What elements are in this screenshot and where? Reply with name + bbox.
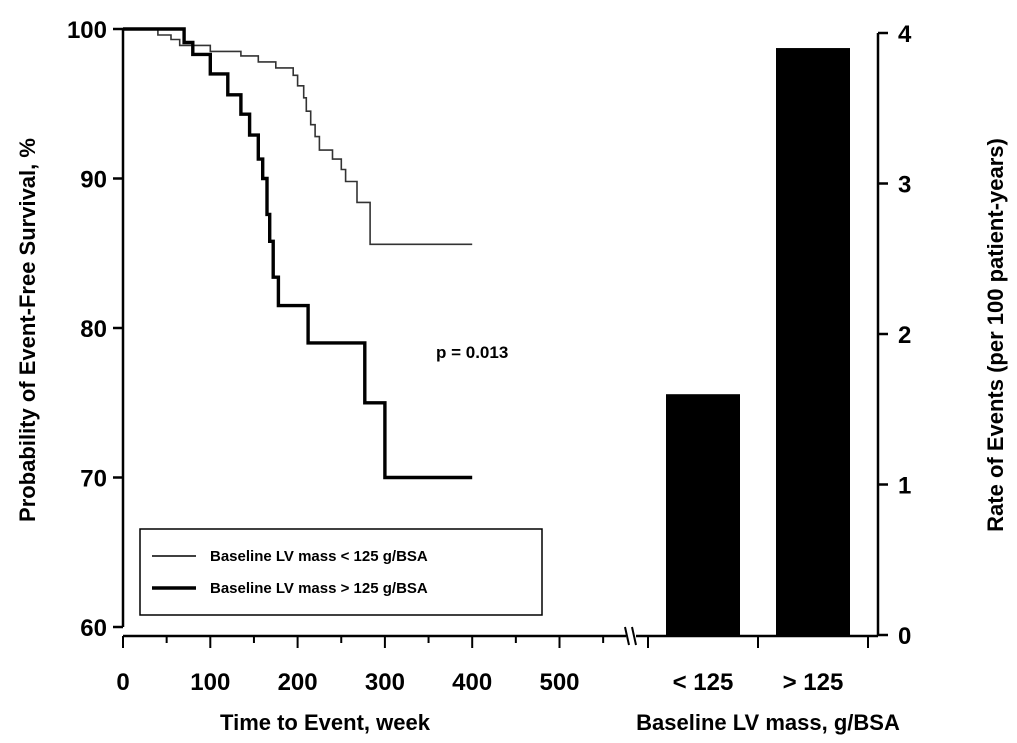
survival-curve-low-mass (123, 28, 473, 246)
right-x-tick-label: > 125 (783, 669, 844, 696)
legend-label: Baseline LV mass > 125 g/BSA (210, 580, 428, 597)
right-x-tick-label: < 125 (673, 669, 734, 696)
left-y-tick-label: 80 (80, 316, 107, 343)
right-y-tick-label: 2 (898, 322, 911, 349)
x-axis-break (624, 626, 637, 646)
left-y-tick-label: 100 (67, 17, 107, 44)
right-y-tick-label: 4 (898, 21, 912, 48)
survival-plot: 60 70 80 90 100 0 100 200 300 400 500 (67, 17, 637, 696)
bar-low-mass (666, 394, 740, 635)
left-y-tick-label: 60 (80, 615, 107, 642)
y-axis-title-survival: Probability of Event-Free Survival, % (15, 138, 40, 522)
bar-high-mass (776, 48, 850, 636)
x-axis-break-mark (631, 626, 637, 646)
left-y-tick-label: 70 (80, 466, 107, 493)
x-axis-break-mark (624, 626, 630, 646)
y-axis-title-event-rate: Rate of Events (per 100 patient-years) (983, 138, 1008, 532)
legend: Baseline LV mass < 125 g/BSA Baseline LV … (139, 528, 543, 616)
x-axis-title-time: Time to Event, week (220, 710, 431, 735)
left-y-tick-label: 90 (80, 167, 107, 194)
legend-box (139, 528, 543, 616)
legend-label: Baseline LV mass < 125 g/BSA (210, 548, 428, 565)
x-axis-title-lv-mass: Baseline LV mass, g/BSA (636, 710, 900, 735)
right-y-tick-label: 1 (898, 473, 911, 500)
right-y-tick-label: 0 (898, 623, 911, 650)
left-x-tick-label: 0 (116, 669, 129, 696)
right-y-tick-label: 3 (898, 172, 911, 199)
left-x-tick-label: 500 (539, 669, 579, 696)
survival-curve-high-mass (123, 27, 473, 480)
event-rate-plot: 0 1 2 3 4 < 125 > 125 (636, 21, 912, 696)
left-x-tick-label: 300 (365, 669, 405, 696)
left-x-tick-label: 100 (190, 669, 230, 696)
p-value-annotation: p = 0.013 (436, 343, 508, 362)
left-x-tick-label: 200 (278, 669, 318, 696)
left-x-tick-label: 400 (452, 669, 492, 696)
